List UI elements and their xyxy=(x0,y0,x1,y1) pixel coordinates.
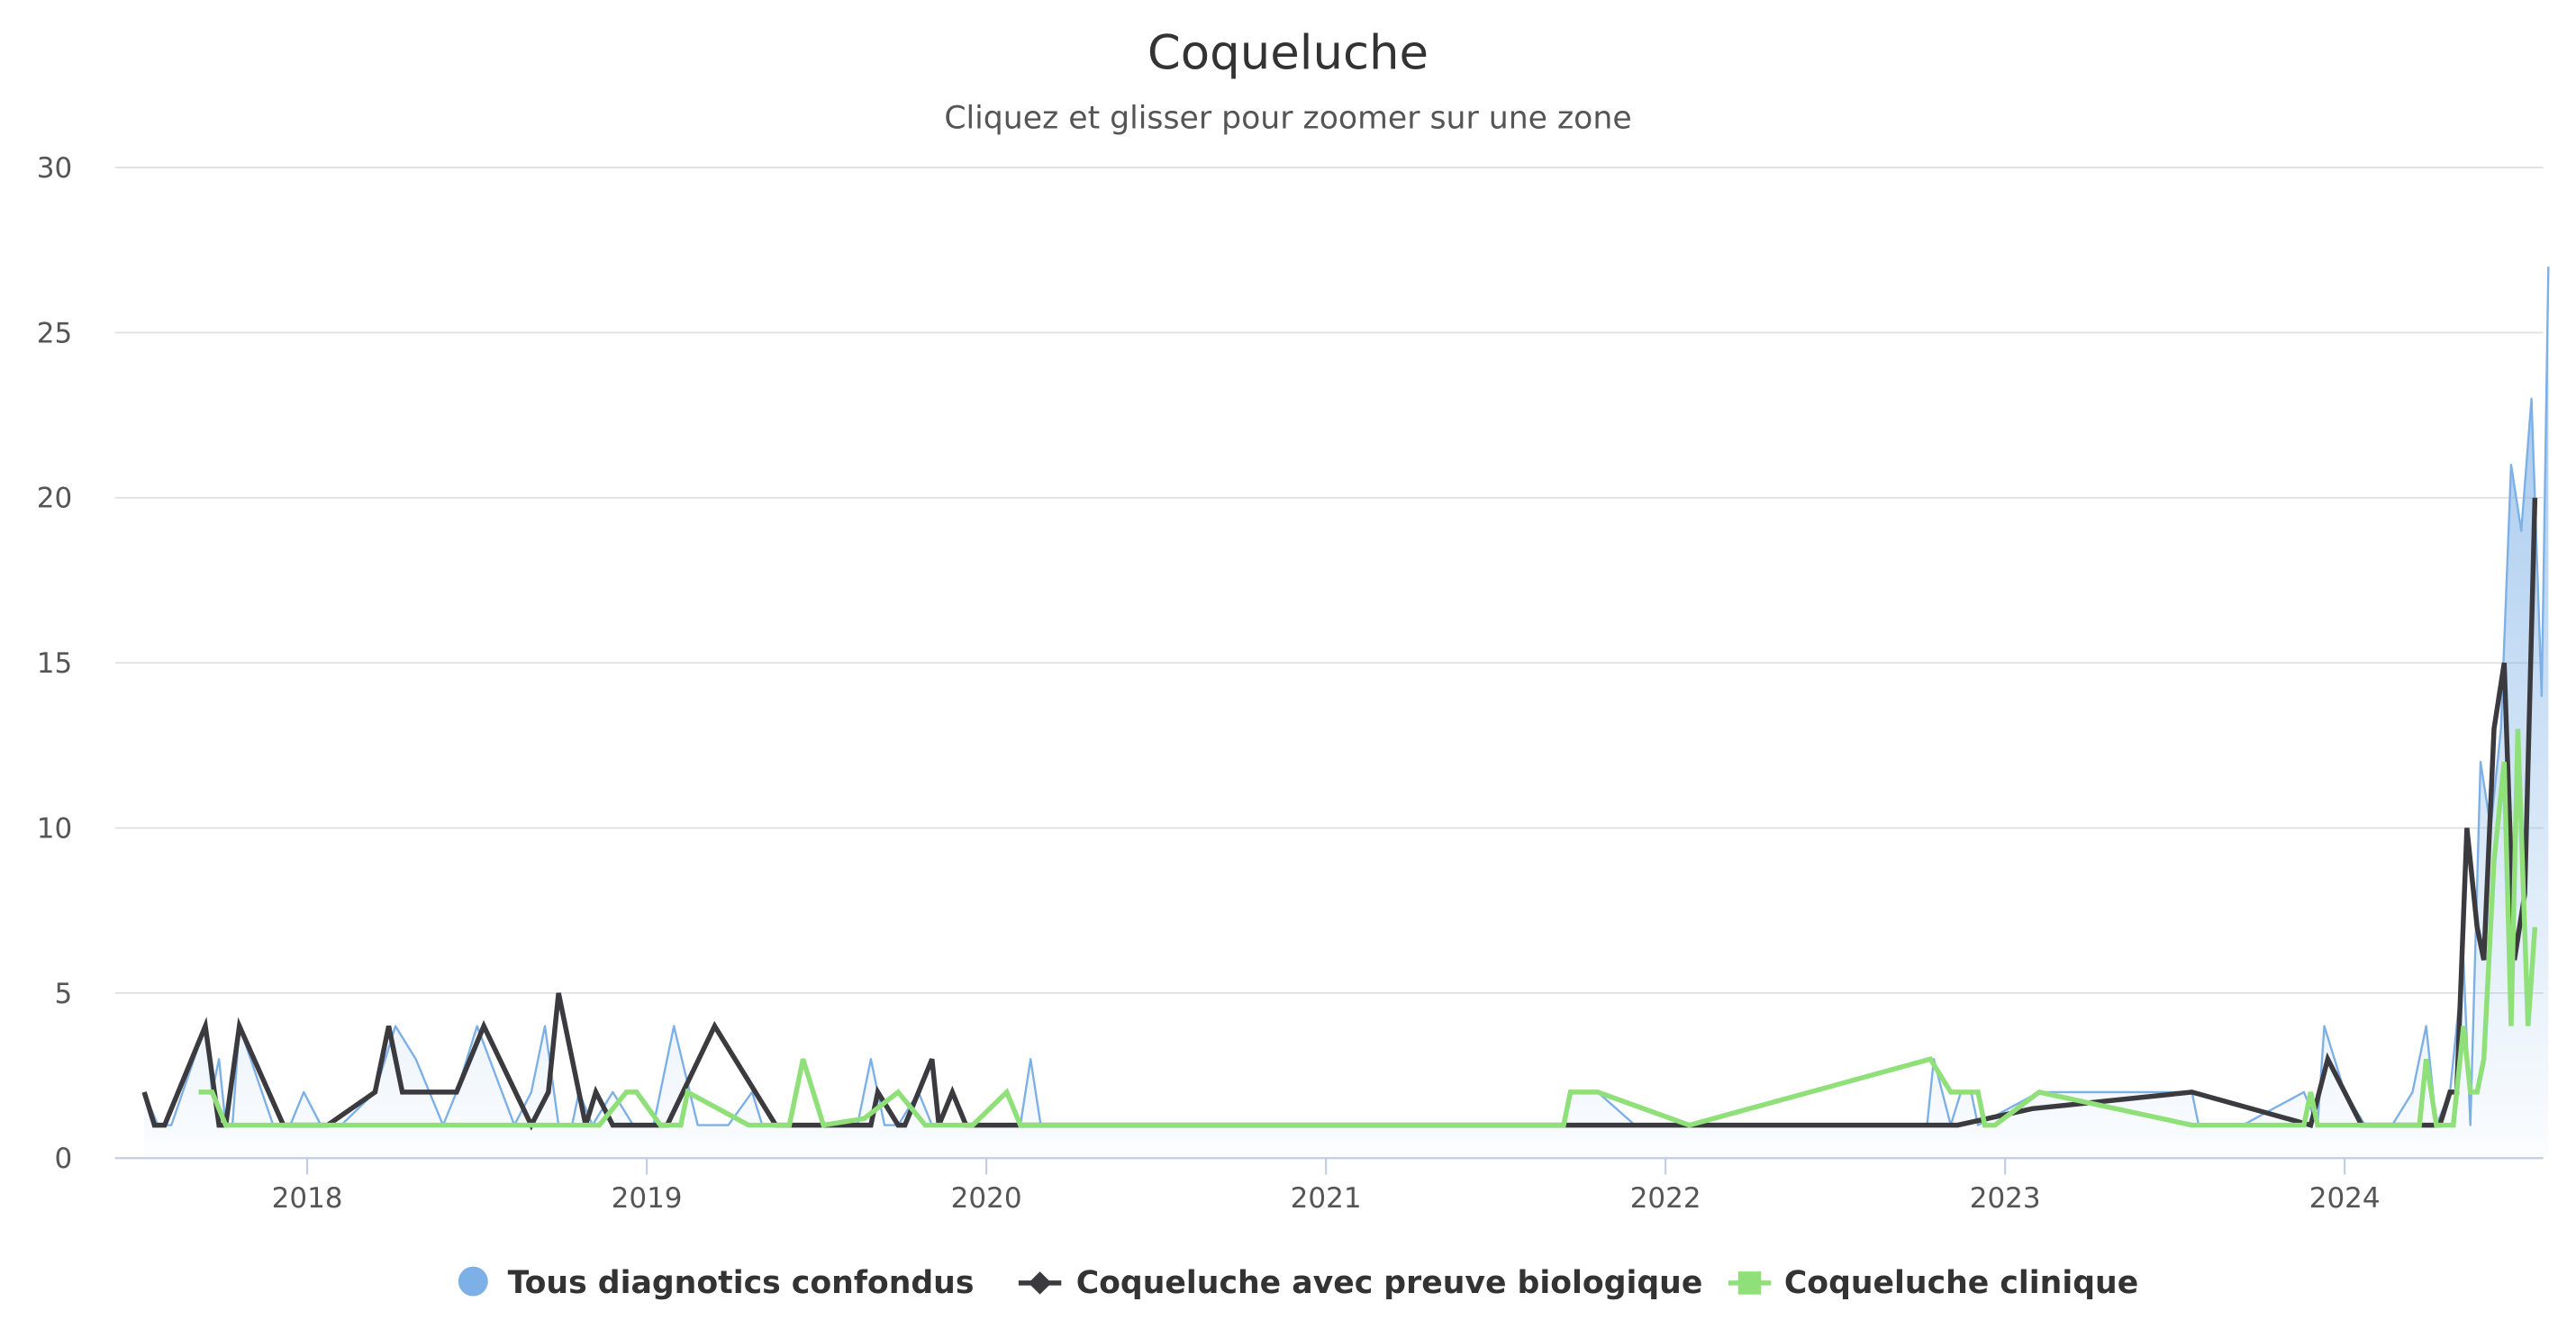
x-tick-label: 2021 xyxy=(1291,1182,1362,1215)
series-tous-diagnostics[interactable] xyxy=(143,267,2550,1159)
x-tick-label: 2018 xyxy=(272,1182,343,1215)
legend: Tous diagnotics confondus Coqueluche ave… xyxy=(458,1265,2138,1301)
x-tick-label: 2023 xyxy=(1970,1182,2041,1215)
x-tick-label: 2022 xyxy=(1630,1182,1701,1215)
x-tick-label: 2020 xyxy=(951,1182,1022,1215)
y-axis: 0 5 10 15 20 25 30 xyxy=(37,152,72,1175)
grid-lines xyxy=(114,167,2544,994)
y-tick-label: 25 xyxy=(37,317,72,349)
series-preuve-biologique[interactable] xyxy=(141,497,2538,1131)
legend-label: Coqueluche avec preuve biologique xyxy=(1076,1265,1703,1301)
legend-label: Coqueluche clinique xyxy=(1784,1265,2138,1301)
y-tick-label: 0 xyxy=(55,1143,73,1175)
y-tick-label: 30 xyxy=(37,152,72,185)
legend-item-tous-diagnostics[interactable]: Tous diagnotics confondus xyxy=(458,1265,975,1301)
diamond-icon xyxy=(1028,1271,1052,1295)
chart-title: Coqueluche xyxy=(1147,26,1429,81)
legend-item-preuve-biologique[interactable]: Coqueluche avec preuve biologique xyxy=(1018,1265,1703,1301)
square-icon xyxy=(1737,1271,1762,1295)
y-tick-label: 20 xyxy=(37,483,72,515)
x-tick-label: 2024 xyxy=(2309,1182,2381,1215)
y-tick-label: 15 xyxy=(37,647,72,680)
x-tick-label: 2019 xyxy=(612,1182,683,1215)
y-tick-label: 10 xyxy=(37,812,72,845)
circle-icon xyxy=(458,1266,488,1297)
legend-label: Tous diagnotics confondus xyxy=(508,1265,975,1301)
series-clinique[interactable] xyxy=(198,728,2538,1128)
x-axis: 2018 2019 2020 2021 2022 2023 2024 xyxy=(114,1157,2544,1215)
legend-item-clinique[interactable]: Coqueluche clinique xyxy=(1728,1265,2138,1301)
y-tick-label: 5 xyxy=(55,978,73,1010)
chart-subtitle: Cliquez et glisser pour zoomer sur une z… xyxy=(944,100,1631,136)
